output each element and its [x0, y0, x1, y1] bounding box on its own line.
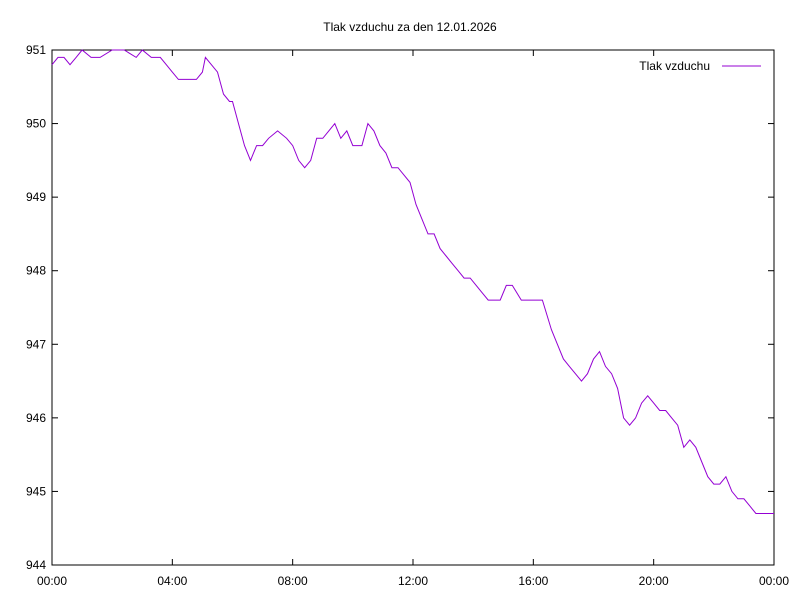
x-tick-label: 08:00 — [278, 574, 308, 588]
series-line-tlak-vzduchu — [51, 49, 774, 514]
x-tick-label: 16:00 — [518, 574, 548, 588]
y-tick-label: 950 — [26, 117, 46, 131]
x-tick-label: 12:00 — [398, 574, 428, 588]
y-axis: 944 945 946 947 948 949 950 951 — [26, 43, 774, 572]
y-tick-label: 951 — [26, 43, 46, 57]
x-tick-label: 00:00 — [37, 574, 67, 588]
y-tick-label: 948 — [26, 264, 46, 278]
plot-frame — [51, 49, 775, 566]
legend: Tlak vzduchu — [639, 59, 761, 73]
x-tick-label: 00:00 — [759, 574, 789, 588]
y-tick-label: 944 — [26, 558, 46, 572]
x-tick-label: 04:00 — [157, 574, 187, 588]
chart-title: Tlak vzduchu za den 12.01.2026 — [323, 20, 497, 34]
legend-label: Tlak vzduchu — [639, 59, 710, 73]
x-axis: 00:00 04:00 08:00 12:00 16:00 20:00 00:00 — [37, 50, 789, 588]
y-tick-label: 945 — [26, 484, 46, 498]
y-tick-label: 947 — [26, 337, 46, 351]
x-tick-label: 20:00 — [639, 574, 669, 588]
y-tick-label: 949 — [26, 190, 46, 204]
y-tick-label: 946 — [26, 411, 46, 425]
